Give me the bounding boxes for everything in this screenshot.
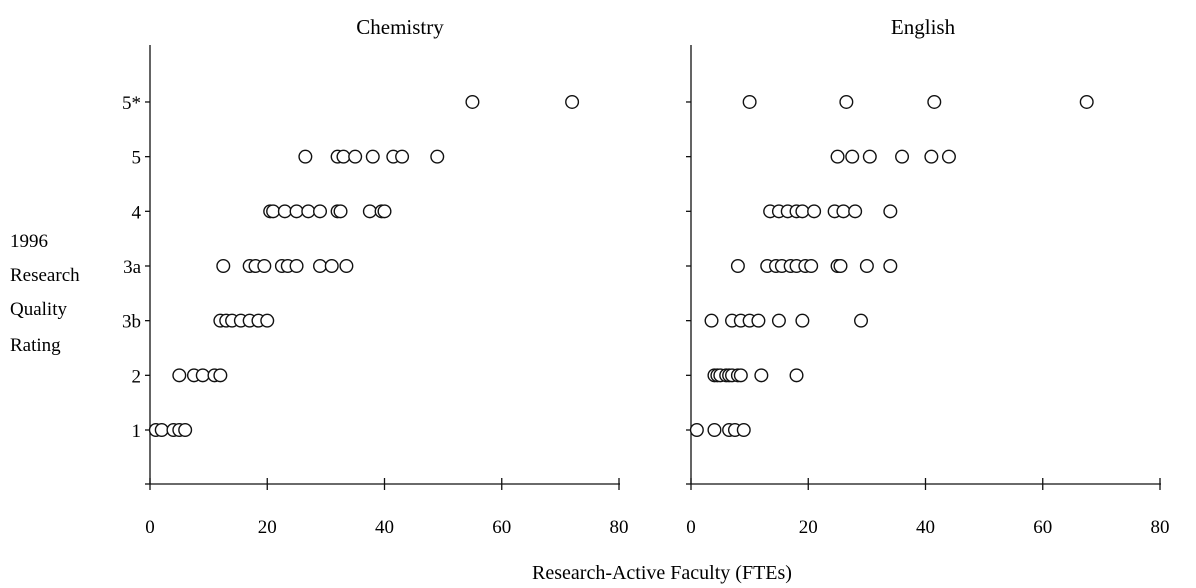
data-point (839, 94, 854, 109)
data-point (754, 368, 769, 383)
data-point (707, 423, 722, 438)
data-point (854, 313, 869, 328)
data-point (771, 313, 786, 328)
data-point (195, 368, 210, 383)
x-tick-label: 80 (1151, 517, 1170, 538)
data-point (298, 149, 313, 164)
y-axis-title-line-3: Quality (10, 299, 67, 320)
data-point (465, 94, 480, 109)
data-point (178, 423, 193, 438)
data-point (807, 204, 822, 219)
data-point (313, 204, 328, 219)
data-point (277, 204, 292, 219)
data-point (365, 149, 380, 164)
data-point (736, 423, 751, 438)
data-point (395, 149, 410, 164)
data-point (339, 258, 354, 273)
y-tick-label: 5 (132, 148, 142, 169)
data-point (565, 94, 580, 109)
data-point (795, 313, 810, 328)
y-axis-title-line-2: Research (10, 265, 80, 286)
data-point (862, 149, 877, 164)
data-point (172, 368, 187, 383)
data-point (859, 258, 874, 273)
data-point (883, 204, 898, 219)
data-point (789, 368, 804, 383)
data-point (751, 313, 766, 328)
data-point (257, 258, 272, 273)
x-axis-title: Research-Active Faculty (FTEs) (532, 562, 792, 584)
y-tick-label: 3b (122, 312, 141, 333)
data-point (836, 204, 851, 219)
data-point (730, 258, 745, 273)
data-point (333, 204, 348, 219)
data-point (833, 258, 848, 273)
data-point (924, 149, 939, 164)
y-tick-label: 3a (123, 257, 142, 278)
data-point (883, 258, 898, 273)
x-tick-label: 40 (916, 517, 935, 538)
data-point (848, 204, 863, 219)
data-point (216, 258, 231, 273)
y-axis-title-line-4: Rating (10, 335, 61, 356)
data-point (289, 204, 304, 219)
data-point (289, 258, 304, 273)
data-point (213, 368, 228, 383)
x-tick-label: 0 (145, 517, 155, 538)
y-tick-label: 2 (132, 366, 142, 387)
y-tick-label: 5* (122, 93, 141, 114)
data-point (324, 258, 339, 273)
data-point (313, 258, 328, 273)
data-point (804, 258, 819, 273)
data-point (266, 204, 281, 219)
y-axis-title-line-1: 1996 (10, 231, 48, 252)
data-point (895, 149, 910, 164)
y-tick-label: 4 (132, 202, 142, 223)
data-point (362, 204, 377, 219)
x-tick-label: 60 (492, 517, 511, 538)
x-tick-label: 80 (610, 517, 629, 538)
panel-title: Chemistry (356, 15, 444, 39)
data-point (301, 204, 316, 219)
data-point (742, 94, 757, 109)
data-point (704, 313, 719, 328)
data-point (430, 149, 445, 164)
x-tick-label: 0 (686, 517, 696, 538)
data-point (830, 149, 845, 164)
data-point (348, 149, 363, 164)
x-tick-label: 20 (258, 517, 277, 538)
panel-1: English 0 20 40 60 80 (686, 15, 1170, 538)
data-point (260, 313, 275, 328)
data-point (1079, 94, 1094, 109)
data-point (733, 368, 748, 383)
data-point (377, 204, 392, 219)
x-tick-label: 40 (375, 517, 394, 538)
data-point (689, 423, 704, 438)
x-tick-label: 20 (799, 517, 818, 538)
y-tick-label: 1 (132, 421, 142, 442)
data-point (927, 94, 942, 109)
data-point (845, 149, 860, 164)
data-point (336, 149, 351, 164)
data-point (154, 423, 169, 438)
x-tick-label: 60 (1033, 517, 1052, 538)
panel-0: Chemistry 1 2 3b 3a 4 5 5* 0 20 40 60 80 (122, 15, 629, 538)
panel-title: English (891, 15, 956, 39)
data-point (795, 204, 810, 219)
data-point (941, 149, 956, 164)
